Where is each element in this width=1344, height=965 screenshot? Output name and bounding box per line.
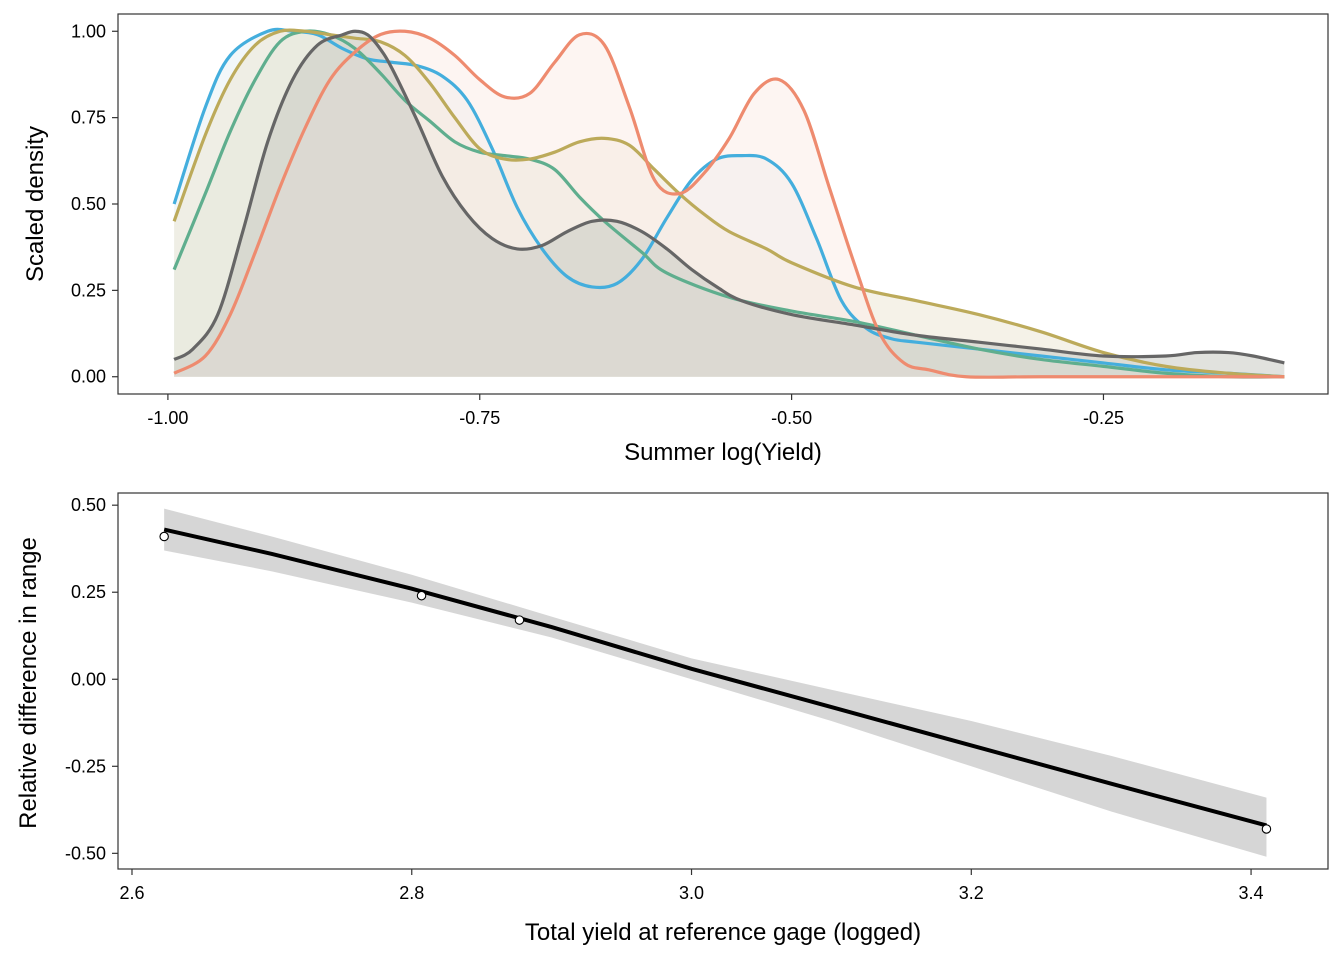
density-x-axis: -1.00 -0.75 -0.50 -0.25 xyxy=(147,394,1124,428)
data-point xyxy=(416,590,427,601)
regression-y-tick-label: -0.25 xyxy=(65,756,106,776)
density-lines xyxy=(172,27,1285,379)
fit-line xyxy=(163,527,1267,828)
density-line-5 xyxy=(173,29,1285,365)
regression-x-tick-label: 3.2 xyxy=(959,883,984,903)
density-y-axis-title: Scaled density xyxy=(22,126,49,282)
regression-x-tick-label: 2.6 xyxy=(119,883,144,903)
density-x-tick-label: -1.00 xyxy=(147,408,188,428)
regression-y-axis-title: Relative difference in range xyxy=(15,537,42,829)
regression-y-tick-label: -0.50 xyxy=(65,843,106,863)
density-area-5 xyxy=(174,31,1285,377)
regression-y-axis: -0.50 -0.25 0.00 0.25 0.50 xyxy=(65,495,118,863)
density-line-4 xyxy=(173,29,1285,379)
regression-x-tick-label: 3.0 xyxy=(679,883,704,903)
density-x-tick-label: -0.25 xyxy=(1083,408,1124,428)
density-y-tick-label: 0.50 xyxy=(71,194,106,214)
regression-panel: -0.50 -0.25 0.00 0.25 0.50 2.6 2.8 3.0 3.2 3.4 T… xyxy=(15,492,1329,946)
density-panel: 0.00 0.25 0.50 0.75 1.00 -1.00 -0.75 -0.50 -0.2… xyxy=(22,13,1329,466)
data-point xyxy=(514,615,525,625)
density-y-axis: 0.00 0.25 0.50 0.75 1.00 xyxy=(71,21,118,387)
density-x-tick-label: -0.50 xyxy=(771,408,812,428)
density-x-tick-label: -0.75 xyxy=(459,408,500,428)
regression-y-tick-label: 0.50 xyxy=(71,495,106,515)
regression-x-tick-label: 2.8 xyxy=(399,883,424,903)
density-line-2 xyxy=(172,29,1285,379)
regression-y-tick-label: 0.00 xyxy=(71,669,106,689)
density-y-tick-label: 0.00 xyxy=(71,367,106,387)
density-y-tick-label: 0.25 xyxy=(71,280,106,300)
regression-x-axis: 2.6 2.8 3.0 3.2 3.4 xyxy=(119,869,1264,903)
data-point xyxy=(1261,824,1272,834)
observed-points xyxy=(159,531,1272,834)
density-x-axis-title: Summer log(Yield) xyxy=(624,439,822,466)
density-y-tick-label: 1.00 xyxy=(71,21,106,41)
data-point xyxy=(159,531,169,542)
density-fills xyxy=(174,29,1285,378)
regression-x-axis-title: Total yield at reference gage (logged) xyxy=(525,919,921,946)
regression-y-tick-label: 0.25 xyxy=(71,582,106,602)
density-y-tick-label: 0.75 xyxy=(71,108,106,128)
density-line-3 xyxy=(172,28,1285,379)
density-line-1 xyxy=(172,27,1285,379)
regression-x-tick-label: 3.4 xyxy=(1239,883,1264,903)
